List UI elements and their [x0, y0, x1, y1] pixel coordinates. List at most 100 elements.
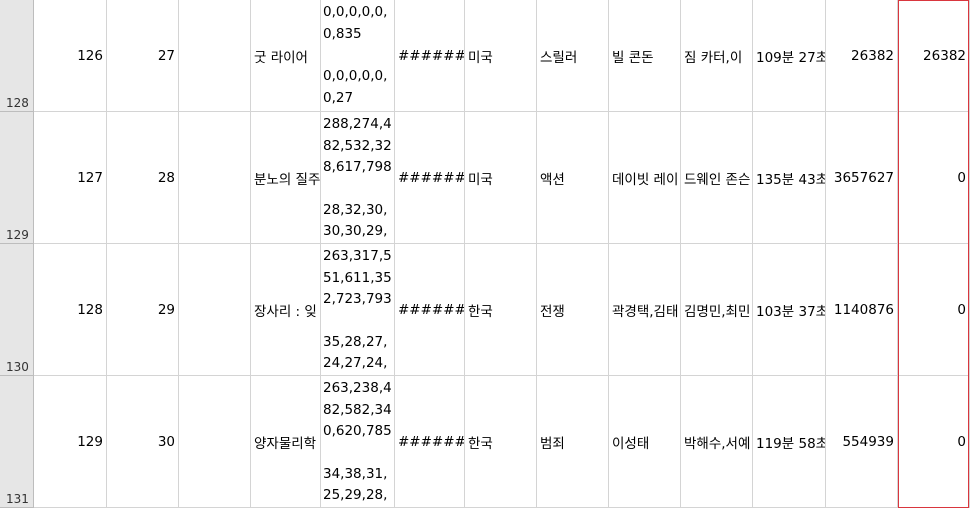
cell-title[interactable]: 양자물리학 — [251, 376, 321, 508]
row-header[interactable]: 131 — [0, 376, 34, 508]
cell-director[interactable]: 데이빗 레이 — [609, 112, 681, 244]
cell-genre[interactable]: 범죄 — [537, 376, 609, 508]
cell-rank[interactable]: 27 — [107, 0, 179, 112]
cell-date[interactable]: ####### — [395, 376, 465, 508]
cell-index-text: 128 — [77, 301, 103, 318]
cell-highlighted[interactable]: 0 — [898, 244, 970, 376]
cell-index-text: 127 — [77, 169, 103, 186]
cell-highlighted-text: 0 — [957, 169, 966, 186]
cell-date[interactable]: ####### — [395, 244, 465, 376]
cell-actors-text: 김명민,최민 — [684, 303, 751, 320]
cell-audience[interactable]: 26382 — [826, 0, 898, 112]
line-break — [323, 443, 392, 464]
cell-actors[interactable]: 김명민,최민 — [681, 244, 753, 376]
numbers-line-a: 263,238,482,582,340,620,785 — [323, 380, 392, 439]
cell-director[interactable]: 빌 콘돈 — [609, 0, 681, 112]
cell-rank[interactable]: 29 — [107, 244, 179, 376]
row-header[interactable]: 129 — [0, 112, 34, 244]
cell-numbers[interactable]: 263,238,482,582,340,620,785 34,38,31,25,2… — [321, 376, 395, 508]
cell-rank-text: 30 — [157, 433, 175, 450]
cell-index[interactable]: 126 — [34, 0, 107, 112]
cell-rank[interactable]: 30 — [107, 376, 179, 508]
cell-audience-text: 1140876 — [833, 301, 894, 318]
cell-highlighted[interactable]: 0 — [898, 112, 970, 244]
cell-country[interactable]: 한국 — [465, 244, 537, 376]
row-number: 131 — [6, 492, 29, 506]
cell-actors-text: 드웨인 존슨 — [684, 171, 751, 188]
cell-country-text: 한국 — [468, 435, 493, 452]
numbers-line-a: 288,274,482,532,328,617,798 — [323, 116, 392, 175]
cell-runtime-text: 109분 27초 — [756, 49, 826, 66]
cell-runtime-text: 119분 58초 — [756, 435, 826, 452]
cell-date[interactable]: ####### — [395, 0, 465, 112]
cell-title-text: 장사리 : 잊 — [254, 303, 317, 320]
cell-genre[interactable]: 스릴러 — [537, 0, 609, 112]
cell-actors-text: 짐 카터,이 — [684, 49, 743, 66]
cell-audience[interactable]: 1140876 — [826, 244, 898, 376]
cell-director-text: 곽경택,김태 — [612, 303, 679, 320]
cell-numbers[interactable]: 288,274,482,532,328,617,798 28,32,30,30,3… — [321, 112, 395, 244]
cell-runtime[interactable]: 109분 27초 — [753, 0, 826, 112]
cell-highlighted-text: 0 — [957, 301, 966, 318]
cell-actors-text: 박해수,서예 — [684, 435, 751, 452]
cell-country-text: 미국 — [468, 171, 493, 188]
cell-index[interactable]: 127 — [34, 112, 107, 244]
cell-audience-text: 554939 — [842, 433, 894, 450]
cell-audience[interactable]: 554939 — [826, 376, 898, 508]
cell-date-text: ####### — [398, 169, 465, 186]
cell-director[interactable]: 곽경택,김태 — [609, 244, 681, 376]
cell-genre-text: 전쟁 — [540, 303, 565, 320]
cell-title-text: 분노의 질주 — [254, 171, 321, 188]
cell-numbers[interactable]: 263,317,551,611,352,723,793 35,28,27,24,2… — [321, 244, 395, 376]
row-number: 130 — [6, 360, 29, 374]
row-header[interactable]: 128 — [0, 0, 34, 112]
cell-index[interactable]: 128 — [34, 244, 107, 376]
cell-director-text: 데이빗 레이 — [612, 171, 679, 188]
cell-index[interactable]: 129 — [34, 376, 107, 508]
cell-rank-text: 28 — [157, 169, 175, 186]
cell-highlighted[interactable]: 0 — [898, 376, 970, 508]
cell-empty[interactable] — [179, 376, 251, 508]
cell-country[interactable]: 미국 — [465, 0, 537, 112]
cell-highlighted[interactable]: 26382 — [898, 0, 970, 112]
cell-actors[interactable]: 드웨인 존슨 — [681, 112, 753, 244]
cell-empty[interactable] — [179, 244, 251, 376]
row-number: 129 — [6, 228, 29, 242]
row-number: 128 — [6, 96, 29, 110]
cell-runtime-text: 135분 43초 — [756, 171, 826, 188]
cell-runtime[interactable]: 135분 43초 — [753, 112, 826, 244]
cell-runtime-text: 103분 37초 — [756, 303, 826, 320]
cell-director[interactable]: 이성태 — [609, 376, 681, 508]
numbers-line-b: 34,38,31,25,29,28,30 — [323, 465, 388, 504]
cell-date-text: ####### — [398, 433, 465, 450]
cell-rank[interactable]: 28 — [107, 112, 179, 244]
cell-runtime[interactable]: 119분 58초 — [753, 376, 826, 508]
cell-genre[interactable]: 액션 — [537, 112, 609, 244]
line-break — [323, 45, 392, 66]
cell-date[interactable]: ####### — [395, 112, 465, 244]
cell-title[interactable]: 분노의 질주 — [251, 112, 321, 244]
cell-empty[interactable] — [179, 0, 251, 112]
cell-title-text: 양자물리학 — [254, 435, 317, 452]
cell-runtime[interactable]: 103분 37초 — [753, 244, 826, 376]
row-header[interactable]: 130 — [0, 244, 34, 376]
cell-country-text: 미국 — [468, 49, 493, 66]
cell-country[interactable]: 미국 — [465, 112, 537, 244]
cell-genre[interactable]: 전쟁 — [537, 244, 609, 376]
cell-director-text: 빌 콘돈 — [612, 49, 654, 66]
cell-title[interactable]: 장사리 : 잊 — [251, 244, 321, 376]
cell-country[interactable]: 한국 — [465, 376, 537, 508]
cell-genre-text: 스릴러 — [540, 49, 578, 66]
cell-genre-text: 범죄 — [540, 435, 565, 452]
cell-title-text: 굿 라이어 — [254, 49, 308, 66]
cell-title[interactable]: 굿 라이어 — [251, 0, 321, 112]
cell-actors[interactable]: 박해수,서예 — [681, 376, 753, 508]
cell-audience-text: 26382 — [851, 47, 894, 64]
cell-index-text: 126 — [77, 47, 103, 64]
cell-numbers[interactable]: 0,0,0,0,0,0,835 0,0,0,0,0,0,27 — [321, 0, 395, 112]
cell-actors[interactable]: 짐 카터,이 — [681, 0, 753, 112]
cell-empty[interactable] — [179, 112, 251, 244]
cell-rank-text: 29 — [157, 301, 175, 318]
cell-audience[interactable]: 3657627 — [826, 112, 898, 244]
